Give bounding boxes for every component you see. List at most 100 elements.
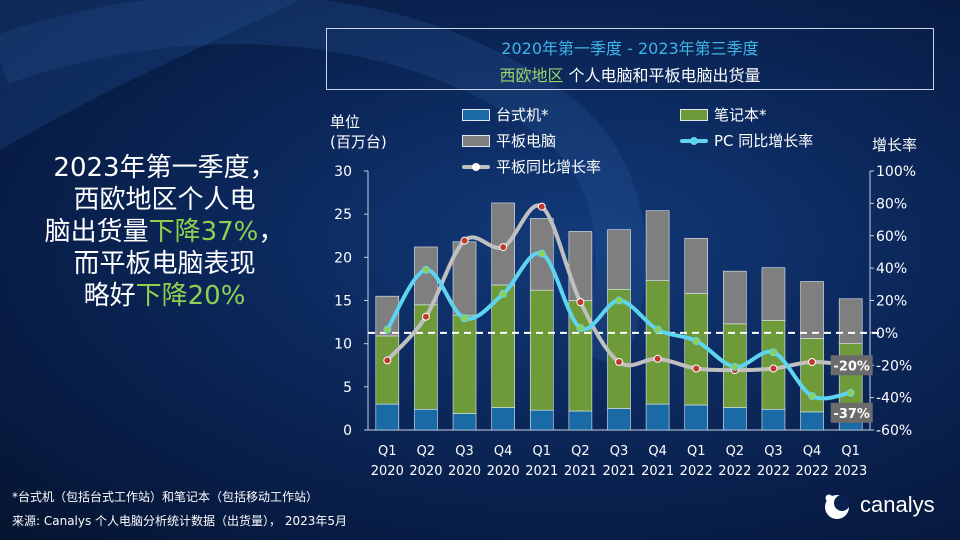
bar-tablet [800,281,824,339]
pc-growth-point [421,265,430,274]
y-right-tick-label: 0% [876,326,898,342]
bar-notebook [800,338,824,413]
headline-line2: 西欧地区个人电 [73,185,256,215]
x-tick-quarter: Q1 [533,444,552,459]
pc-growth-point [576,324,585,333]
bar-tablet [375,295,400,337]
tablet-growth-point [576,298,585,307]
headline-line5: 略好下降20% [22,280,307,312]
bar-desktop [452,413,477,431]
x-tick-year: 2021 [564,464,597,479]
bar-desktop [645,403,670,431]
pc-growth-point [537,249,546,258]
y-left-tick-label: 30 [334,164,352,180]
x-tick-quarter: Q1 [841,444,860,459]
bar-tablet [761,267,786,321]
y-left-tick-label: 15 [334,294,352,310]
chart-title-period: 2020年第一季度 - 2023年第三季度 [501,39,759,58]
y-left-tick-label: 20 [334,250,352,266]
legend-tablet-swatch [462,134,490,147]
y-left-tick-label: 25 [334,207,352,223]
pc-growth-point [692,336,701,345]
headline-line3a: 脑出货量 [44,217,149,247]
y-axis-left-label-line1: 单位 [330,113,361,131]
pc-growth-point [499,290,508,299]
x-tick-quarter: Q4 [803,444,822,459]
bar-desktop [723,407,747,431]
legend-notebook-swatch [680,108,708,121]
chart-title-box: 2020年第一季度 - 2023年第三季度 西欧地区 个人电脑和平板电脑出货量 [326,28,934,90]
pc-growth-point [808,392,817,401]
tablet-growth-annotation-box [830,355,873,376]
x-tick-year: 2022 [718,464,751,479]
bar-tablet [684,238,709,294]
source-note: 来源: Canalys 个人电脑分析统计数据（出货量）， 2023年5月 [12,514,348,528]
bar-desktop [607,408,631,431]
x-tick-quarter: Q3 [764,444,783,459]
bar-desktop [761,408,786,431]
canalys-logo: canalys [820,490,935,520]
bar-desktop [414,408,438,431]
headline-line3: 脑出货量下降37%， [22,216,307,248]
tablet-growth-point [615,358,623,367]
chart-title-subject: 西欧地区 个人电脑和平板电脑出货量 [327,62,933,86]
pc-growth-point [460,314,469,323]
x-tick-year: 2022 [680,464,713,479]
bar-notebook [375,335,400,405]
headline-line4: 而平板电脑表现 [73,249,256,279]
y-right-tick-label: 20% [876,294,907,310]
tablet-growth-point [808,358,817,367]
x-tick-year: 2021 [602,464,635,479]
x-tick-year: 2020 [409,464,442,479]
legend-tablet-growth-swatch [462,161,490,173]
bar-notebook [607,288,631,409]
legend-desktop-label: 台式机* [496,106,549,124]
bar-notebook [645,280,670,405]
bar-desktop [800,411,824,431]
x-tick-year: 2020 [448,464,481,479]
bar-desktop [491,407,515,431]
x-tick-quarter: Q4 [494,444,513,459]
chart-title-rest: 个人电脑和平板电脑出货量 [563,66,761,85]
y-axis-left-label-line2: (百万台) [330,133,387,151]
tablet-growth-point [692,364,701,373]
bar-tablet [568,231,593,301]
tablet-growth-point [383,356,392,365]
legend-desktop: 台式机* [462,104,549,125]
x-tick-year: 2020 [487,464,520,479]
x-tick-quarter: Q1 [687,444,706,459]
tablet-growth-point [537,202,546,211]
bar-notebook [529,289,554,411]
y-left-tick-label: 5 [343,380,352,396]
x-tick-quarter: Q1 [378,444,397,459]
pc-growth-point [653,325,662,334]
x-tick-year: 2022 [796,464,829,479]
legend-tablet-growth: 平板同比增长率 [462,156,601,177]
footnote: *台式机（包括台式工作站）和笔记本（包括移动工作站） [12,490,319,504]
x-tick-quarter: Q4 [648,444,667,459]
pc-decline-text: 下降37% [148,217,259,247]
y-right-tick-label: 80% [876,196,907,212]
bar-tablet [607,229,631,290]
y-right-tick-label: 40% [876,261,907,277]
y-right-tick-label: -20% [876,358,912,374]
pc-growth-point [846,388,855,397]
pc-growth-point [615,296,623,305]
tablet-growth-point [460,236,469,245]
y-axis-left-label: 单位 (百万台) [330,112,387,152]
x-tick-quarter: Q3 [610,444,629,459]
headline-text: 2023年第一季度， 西欧地区个人电 脑出货量下降37%， 而平板电脑表现 略好… [22,152,307,312]
pc-growth-point [769,348,778,357]
legend-desktop-swatch [462,108,490,121]
bar-tablet [645,210,670,281]
x-tick-year: 2022 [757,464,790,479]
tablet-growth-annotation: -20% [833,359,870,374]
canalys-logo-icon [825,494,850,519]
bar-notebook [452,314,477,414]
x-tick-quarter: Q2 [726,444,745,459]
bar-desktop [529,409,554,431]
legend-pc-growth: PC 同比增长率 [680,130,813,151]
legend-pc-growth-swatch [680,135,708,147]
legend-tablet-label: 平板电脑 [496,132,557,150]
